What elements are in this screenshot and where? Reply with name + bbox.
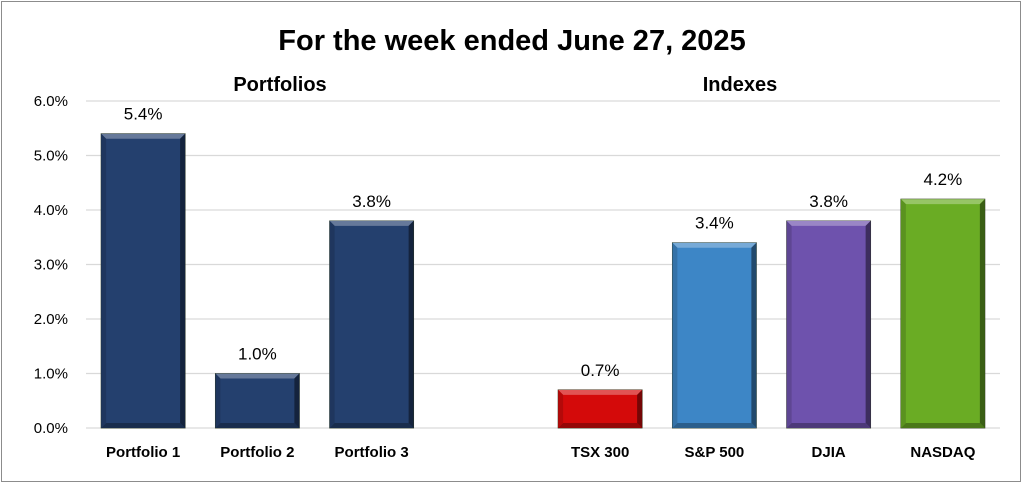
x-tick-label: TSX 300 [571, 444, 629, 461]
x-tick-label: DJIA [812, 444, 846, 461]
bar [900, 198, 986, 429]
data-label: 3.4% [695, 214, 734, 233]
group-label-indexes: Indexes [703, 74, 777, 96]
x-tick-label: NASDAQ [910, 444, 975, 461]
bar [671, 242, 757, 429]
x-tick-label: S&P 500 [684, 444, 744, 461]
bar [329, 220, 415, 429]
y-tick-label: 5.0% [34, 148, 68, 165]
chart-title: For the week ended June 27, 2025 [278, 25, 745, 57]
y-tick-label: 6.0% [34, 93, 68, 110]
bar [557, 389, 643, 429]
data-label: 4.2% [924, 170, 963, 189]
y-tick-label: 2.0% [34, 311, 68, 328]
x-tick-label: Portfolio 3 [335, 444, 409, 461]
data-label: 3.8% [352, 192, 391, 211]
y-tick-label: 0.0% [34, 420, 68, 437]
data-label: 5.4% [124, 105, 163, 124]
bar [214, 373, 300, 429]
data-label: 0.7% [581, 361, 620, 380]
y-tick-label: 1.0% [34, 366, 68, 383]
group-label-portfolios: Portfolios [233, 74, 326, 96]
y-tick-label: 4.0% [34, 202, 68, 219]
x-tick-label: Portfolio 2 [220, 444, 294, 461]
y-tick-label: 3.0% [34, 257, 68, 274]
x-tick-label: Portfolio 1 [106, 444, 180, 461]
bar [100, 133, 186, 429]
data-label: 1.0% [238, 345, 277, 364]
bar [786, 220, 872, 429]
data-label: 3.8% [809, 192, 848, 211]
